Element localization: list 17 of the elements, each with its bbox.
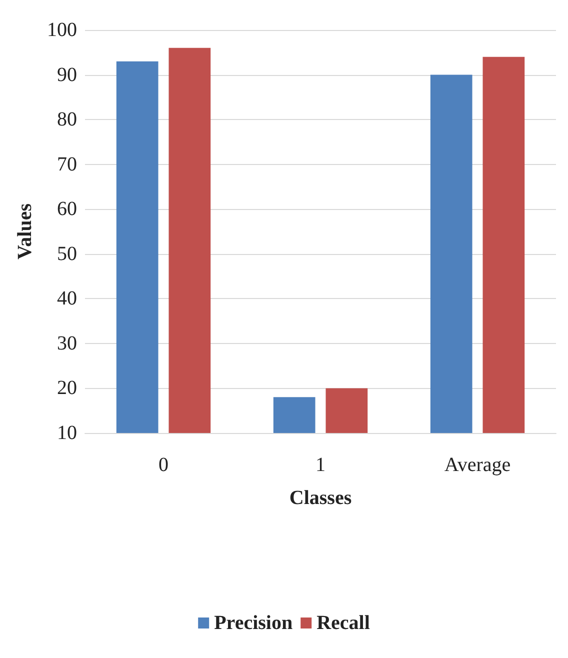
y-tick-label: 40	[57, 288, 77, 310]
legend-label: Recall	[316, 612, 370, 634]
x-tick-label: 0	[158, 454, 168, 476]
x-axis-title: Classes	[289, 487, 352, 509]
y-tick-label: 10	[57, 422, 77, 444]
y-tick-label: 30	[57, 332, 77, 354]
y-tick-label: 70	[57, 153, 77, 176]
y-tick-label: 100	[47, 19, 77, 41]
y-tick-label: 60	[57, 198, 77, 220]
y-tick-label: 80	[57, 108, 77, 131]
y-tick-label: 50	[57, 242, 77, 265]
x-tick-label: Average	[444, 454, 511, 476]
y-tick-label: 20	[57, 377, 77, 400]
y-tick-label: 90	[57, 64, 77, 86]
legend-label: Precision	[214, 612, 293, 634]
y-axis-title: Values	[14, 203, 36, 260]
x-tick-label: 1	[316, 454, 326, 476]
